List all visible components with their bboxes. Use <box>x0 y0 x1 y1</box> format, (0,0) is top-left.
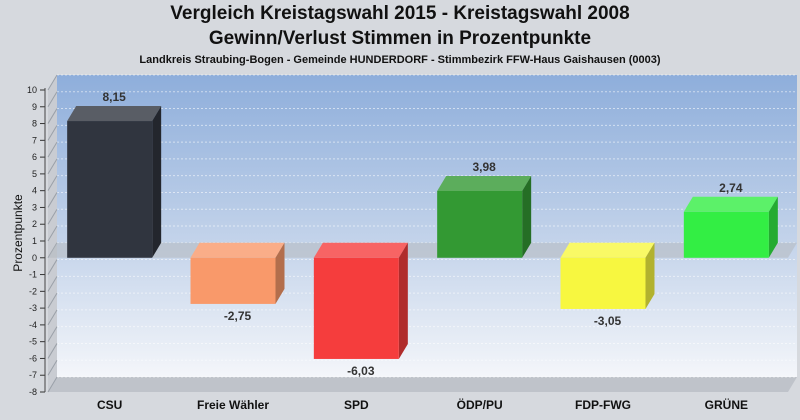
data-label: -3,05 <box>594 314 622 328</box>
bar <box>190 257 276 304</box>
y-tick-label: 9 <box>32 102 37 112</box>
bar-top-face <box>190 242 285 258</box>
x-tick-label: ÖDP/PU <box>457 397 503 412</box>
gridline-wall <box>47 125 58 141</box>
gridline-wall <box>47 108 58 124</box>
y-tick-label: -5 <box>29 337 37 347</box>
y-tick-label: 4 <box>32 186 37 196</box>
gridline-wall <box>47 91 58 108</box>
gridline-wall <box>47 359 58 376</box>
y-tick-label: -3 <box>29 303 37 313</box>
y-tick-label: 1 <box>32 236 37 246</box>
y-tick-label: 6 <box>32 152 37 162</box>
bar <box>437 191 523 258</box>
bar-side-face <box>275 242 285 304</box>
gridline-wall <box>47 326 58 342</box>
chart-title: Vergleich Kreistagswahl 2015 - Kreistags… <box>170 3 630 24</box>
y-tick-label: -4 <box>29 320 37 330</box>
y-tick-label: 7 <box>32 135 37 145</box>
x-tick-label: FDP-FWG <box>575 398 631 412</box>
bar-top-face <box>67 106 162 122</box>
gridline-wall <box>47 208 58 225</box>
bar-side-face <box>152 106 162 258</box>
gridline-wall <box>47 141 58 158</box>
y-tick-label: 3 <box>32 202 37 212</box>
gridline-wall <box>47 276 58 292</box>
y-axis-label: Prozentpunkte <box>11 194 25 272</box>
x-tick-label: SPD <box>344 398 369 412</box>
gridline-wall <box>47 376 58 393</box>
bar-top-face <box>313 242 408 258</box>
gridline-wall <box>47 158 58 175</box>
chart-title-secondary: Gewinn/Verlust Stimmen in Prozentpunkte <box>208 28 592 49</box>
chart-subtitle: Landkreis Straubing-Bogen - Gemeinde HUN… <box>139 54 661 66</box>
bar <box>560 257 646 309</box>
data-label: 8,15 <box>102 90 126 104</box>
bar-top-face <box>437 176 532 192</box>
y-tick-label: 10 <box>27 85 37 95</box>
gridline-wall <box>47 309 58 326</box>
plot-floor <box>48 377 797 392</box>
data-label: 3,98 <box>472 160 496 174</box>
bar-top-face <box>560 242 655 258</box>
bar-side-face <box>768 196 778 258</box>
y-tick-label: 2 <box>32 219 37 229</box>
gridline-wall <box>47 175 58 191</box>
bar-top-face <box>683 196 778 212</box>
y-tick-label: 5 <box>32 169 37 179</box>
y-tick-label: -8 <box>29 387 37 397</box>
gridline-wall <box>47 192 58 208</box>
gridline-wall <box>47 343 58 359</box>
x-tick-label: Freie Wähler <box>197 398 269 412</box>
bar-side-face <box>645 242 655 309</box>
x-tick-label: CSU <box>97 398 122 412</box>
x-tick-label: GRÜNE <box>705 397 748 412</box>
gridline-wall <box>47 74 58 91</box>
gridline-wall <box>47 259 58 275</box>
data-label: 2,74 <box>719 181 743 195</box>
y-tick-label: 8 <box>32 119 37 129</box>
bar <box>683 211 769 258</box>
y-tick-label: -2 <box>29 286 37 296</box>
bar <box>313 257 399 359</box>
y-tick-label: -6 <box>29 353 37 363</box>
gridline-wall <box>47 225 58 242</box>
bar-side-face <box>522 176 532 258</box>
y-tick-label: -7 <box>29 370 37 380</box>
y-tick-label: -1 <box>29 270 37 280</box>
data-label: -2,75 <box>224 309 252 323</box>
gridline-wall <box>47 292 58 309</box>
bar-side-face <box>398 242 408 359</box>
data-label: -6,03 <box>347 364 375 378</box>
y-tick-label: 0 <box>32 253 37 263</box>
bar <box>67 121 153 258</box>
